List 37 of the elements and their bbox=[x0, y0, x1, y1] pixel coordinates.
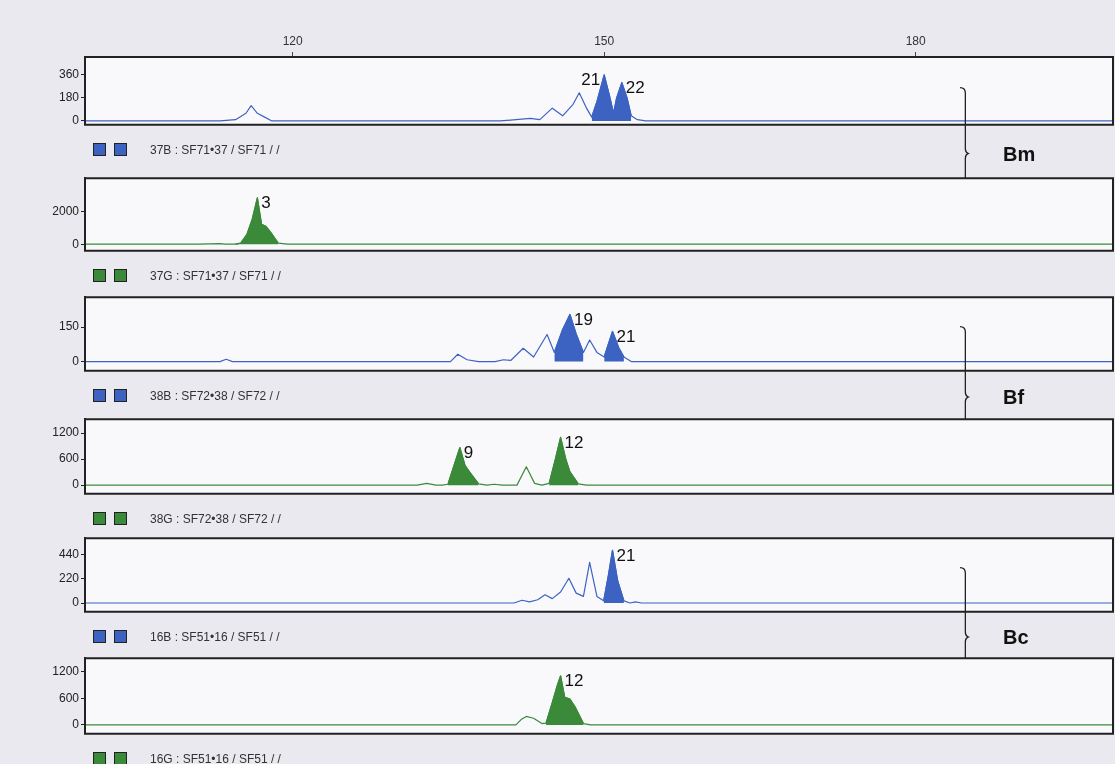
x-tick-label: 150 bbox=[594, 34, 615, 49]
annotation: 21 bbox=[616, 326, 636, 346]
annotation: 12 bbox=[564, 671, 584, 691]
annotation: 21 bbox=[616, 545, 636, 565]
annotation: 12 bbox=[564, 432, 584, 452]
text: 16G : SF51•16 / SF51 / / bbox=[150, 752, 281, 764]
annotation: 9 bbox=[463, 442, 474, 462]
annotation: 3 bbox=[261, 193, 271, 213]
y-tick-label: 0 bbox=[72, 236, 80, 251]
y-tick-label: 0 bbox=[72, 595, 80, 610]
y-tick-label: 150 bbox=[58, 319, 80, 334]
y-tick-label: 220 bbox=[58, 571, 80, 586]
text: Bm bbox=[1003, 142, 1036, 165]
x-tick-label: 180 bbox=[905, 34, 927, 49]
text: 38B : SF72•38 / SF72 / / bbox=[150, 389, 280, 403]
text: 16B : SF51•16 / SF51 / / bbox=[150, 630, 280, 644]
text: Bf bbox=[1003, 386, 1025, 408]
y-tick-label: 180 bbox=[58, 90, 80, 105]
annotation: 22 bbox=[625, 77, 645, 97]
annotation: 19 bbox=[573, 309, 593, 329]
text: 38G : SF72•38 / SF72 / / bbox=[150, 512, 281, 526]
text: 37B : SF71•37 / SF71 / / bbox=[150, 143, 280, 157]
text: 37G : SF71•37 / SF71 / / bbox=[150, 269, 281, 283]
x-tick-label: 120 bbox=[282, 34, 304, 49]
y-tick-label: 600 bbox=[58, 690, 80, 705]
y-tick-label: 360 bbox=[58, 67, 80, 82]
y-tick-label: 600 bbox=[58, 451, 80, 466]
y-tick-label: 1200 bbox=[52, 425, 80, 440]
text: Bc bbox=[1003, 626, 1029, 648]
annotation: 21 bbox=[581, 70, 601, 90]
y-tick-label: 0 bbox=[72, 717, 80, 732]
y-tick-label: 440 bbox=[58, 546, 80, 561]
y-tick-label: 0 bbox=[72, 113, 80, 128]
y-tick-label: 1200 bbox=[52, 663, 80, 678]
y-tick-label: 2000 bbox=[52, 203, 80, 218]
y-tick-label: 0 bbox=[72, 477, 80, 492]
y-tick-label: 0 bbox=[72, 353, 80, 368]
